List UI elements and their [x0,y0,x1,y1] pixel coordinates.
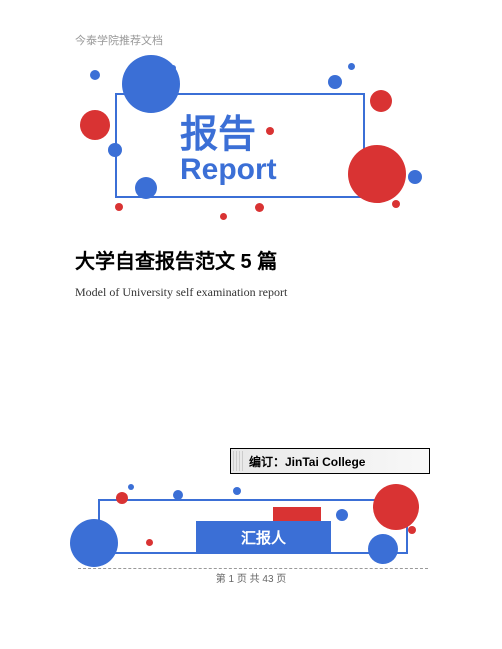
doc-title: 大学自查报告范文 5 篇 [75,245,277,274]
decorative-circle [373,484,419,530]
decorative-circle [392,200,400,208]
decorative-circle [116,492,128,504]
reporter-button: 汇报人 [196,521,331,553]
red-tab [273,507,321,521]
decorative-circle [220,213,227,220]
page-footer: 第 1 页 共 43 页 [0,570,502,585]
decorative-circle [70,519,118,567]
decorative-circle [368,534,398,564]
reporter-label: 汇报人 [241,527,286,548]
header-text: 今泰学院推荐文档 [75,32,163,48]
bottom-graphic: 汇报人 [78,484,428,569]
decorative-circle [408,526,416,534]
decorative-circle [255,203,264,212]
doc-subtitle: Model of University self examination rep… [75,285,287,300]
top-graphic: 报告 Report [80,55,425,220]
decorative-circle [370,90,392,112]
decorative-circle [173,490,183,500]
decorative-circle [348,63,355,70]
decorative-circle [115,203,123,211]
editor-box: 编订：JinTai College [230,448,430,474]
decorative-circle [328,75,342,89]
decorative-circle [146,539,153,546]
dot-after-cn [266,127,274,135]
decorative-circle [128,484,134,490]
decorative-circle [170,65,176,71]
decorative-circle [135,177,157,199]
decorative-circle [108,143,122,157]
dotted-line [78,568,428,569]
decorative-circle [408,170,422,184]
editor-label: 编订：JinTai College [249,453,365,470]
decorative-circle [336,509,348,521]
decorative-circle [233,487,241,495]
decorative-circle [122,55,180,113]
decorative-circle [80,110,110,140]
graphic-title-cn: 报告 [180,103,256,158]
graphic-title-en: Report [180,153,277,187]
decorative-circle [348,145,406,203]
decorative-circle [90,70,100,80]
